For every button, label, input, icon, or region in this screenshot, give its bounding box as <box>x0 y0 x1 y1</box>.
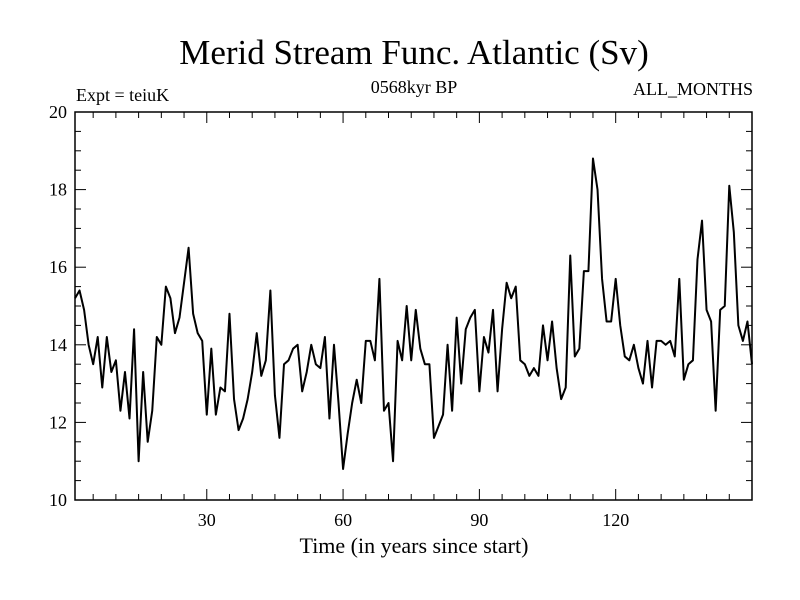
axis-ticks <box>75 111 752 501</box>
x-tick-label: 30 <box>198 510 216 530</box>
chart-subtitle-right: ALL_MONTHS <box>633 79 753 99</box>
y-tick-label: 20 <box>49 102 67 122</box>
x-tick-label: 60 <box>334 510 352 530</box>
chart-subtitle-left: Expt = teiuK <box>76 85 169 105</box>
x-tick-label: 90 <box>470 510 488 530</box>
series-line <box>74 157 753 470</box>
chart-subtitle-center: 0568kyr BP <box>371 77 458 97</box>
chart-title: Merid Stream Func. Atlantic (Sv) <box>179 33 649 72</box>
x-tick-label: 120 <box>602 510 629 530</box>
y-tick-label: 16 <box>49 257 67 277</box>
y-tick-label: 10 <box>49 490 67 510</box>
plot-frame <box>74 111 753 501</box>
y-tick-label: 14 <box>49 335 67 355</box>
axis-tick-labels: 30 60 90 120 10 12 14 16 18 20 <box>49 102 629 530</box>
y-tick-label: 12 <box>49 412 67 432</box>
y-tick-label: 18 <box>49 180 67 200</box>
x-axis-label: Time (in years since start) <box>300 533 529 558</box>
